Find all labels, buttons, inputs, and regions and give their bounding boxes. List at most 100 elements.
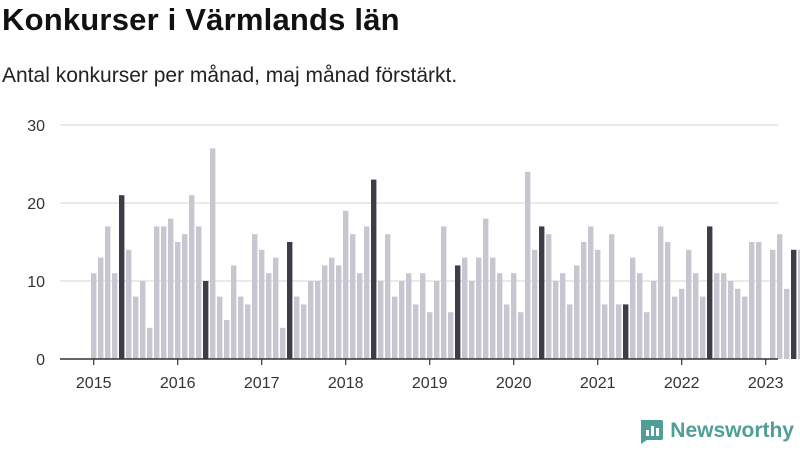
bar-2023-05: [791, 249, 797, 359]
bar-2021-05: [623, 304, 629, 359]
bar-2016-05: [203, 281, 209, 359]
bar-2018-09: [399, 281, 405, 359]
bar-2022-09: [735, 288, 741, 359]
bar-2021-10: [658, 226, 664, 359]
bar-2015-12: [168, 218, 174, 359]
bar-2020-03: [525, 171, 531, 359]
x-tick-label: 2023: [748, 375, 784, 392]
bar-2019-12: [504, 304, 510, 359]
bar-2020-07: [553, 281, 559, 359]
bar-2019-09: [483, 218, 489, 359]
bar-2021-09: [651, 281, 657, 359]
bar-2019-04: [448, 312, 454, 359]
bar-2023-06: [798, 249, 800, 359]
bar-2019-03: [441, 226, 447, 359]
x-tick-label: 2020: [496, 375, 532, 392]
bar-2017-05: [287, 242, 293, 359]
bar-2023-02: [770, 249, 776, 359]
bar-2016-08: [224, 320, 230, 359]
bar-2023-03: [777, 234, 783, 359]
bar-2020-05: [539, 226, 545, 359]
bar-2018-07: [385, 234, 391, 359]
bar-2017-08: [308, 281, 314, 359]
bar-2015-08: [140, 281, 146, 359]
bar-2020-04: [532, 249, 538, 359]
bar-2017-09: [315, 281, 321, 359]
bar-2017-06: [294, 296, 300, 359]
bar-2019-08: [476, 257, 482, 359]
bar-2015-11: [161, 226, 167, 359]
bar-2020-09: [567, 304, 573, 359]
bar-2018-05: [371, 179, 377, 359]
bar-2018-04: [364, 226, 370, 359]
bar-2022-12: [756, 242, 762, 359]
bar-2022-02: [686, 249, 692, 359]
bar-2018-06: [378, 281, 384, 359]
bar-chart-logo-icon: [641, 420, 664, 444]
bar-2017-01: [259, 249, 265, 359]
bar-2021-12: [672, 296, 678, 359]
bar-2022-10: [742, 296, 748, 359]
x-tick-label: 2019: [412, 375, 448, 392]
bar-2018-03: [357, 273, 363, 359]
bar-2021-04: [616, 304, 622, 359]
bar-2016-07: [217, 296, 223, 359]
bar-2019-06: [462, 257, 468, 359]
bar-2015-03: [105, 226, 111, 359]
y-tick-label: 0: [36, 352, 45, 369]
bar-2019-05: [455, 265, 461, 359]
bar-2016-02: [182, 234, 188, 359]
bar-2016-10: [238, 296, 244, 359]
bar-2017-12: [336, 265, 342, 359]
bar-chart: 0 10 20 30 2015 2016 2017 2018 2019 2020 2021 2022 2…: [27, 118, 800, 392]
bar-2022-06: [714, 273, 720, 359]
bar-2021-03: [609, 234, 615, 359]
bar-2019-11: [497, 273, 503, 359]
x-tick-label: 2017: [244, 375, 280, 392]
bar-2021-02: [602, 304, 608, 359]
bar-2020-02: [518, 312, 524, 359]
bar-2020-06: [546, 234, 552, 359]
bar-2017-11: [329, 257, 335, 359]
bar-2020-10: [574, 265, 580, 359]
bar-2017-02: [266, 273, 272, 359]
bar-2021-07: [637, 273, 643, 359]
bar-2016-01: [175, 242, 181, 359]
y-tick-label: 10: [27, 274, 45, 291]
bar-2018-12: [420, 273, 426, 359]
bar-2018-11: [413, 304, 419, 359]
y-tick-label: 30: [27, 118, 45, 135]
bar-2018-08: [392, 296, 398, 359]
x-tick-label: 2021: [580, 375, 616, 392]
bar-2019-02: [434, 281, 440, 359]
bar-2015-09: [147, 327, 153, 359]
bar-2020-08: [560, 273, 566, 359]
bar-2022-11: [749, 242, 755, 359]
bar-2022-04: [700, 296, 706, 359]
bar-2015-05: [119, 195, 125, 359]
bar-2019-10: [490, 257, 496, 359]
bar-2017-03: [273, 257, 279, 359]
bar-2021-06: [630, 257, 636, 359]
bar-2015-07: [133, 296, 139, 359]
bar-2015-06: [126, 249, 132, 359]
bar-2017-07: [301, 304, 307, 359]
x-tick-label: 2015: [76, 375, 112, 392]
bar-2017-10: [322, 265, 328, 359]
newsworthy-logo: Newsworthy: [638, 418, 794, 444]
bar-2015-01: [91, 273, 97, 359]
bar-2020-11: [581, 242, 587, 359]
bar-2019-01: [427, 312, 433, 359]
bar-2015-04: [112, 273, 118, 359]
bar-2016-09: [231, 265, 237, 359]
bar-2016-12: [252, 234, 258, 359]
bar-2016-04: [196, 226, 202, 359]
x-tick-label: 2022: [664, 375, 700, 392]
x-tick-label: 2018: [328, 375, 364, 392]
chart-subtitle: Antal konkurser per månad, maj månad för…: [2, 64, 458, 87]
bar-2022-05: [707, 226, 713, 359]
bar-2016-06: [210, 148, 216, 359]
bar-2018-02: [350, 234, 356, 359]
bar-2017-04: [280, 327, 286, 359]
bar-2018-10: [406, 273, 412, 359]
